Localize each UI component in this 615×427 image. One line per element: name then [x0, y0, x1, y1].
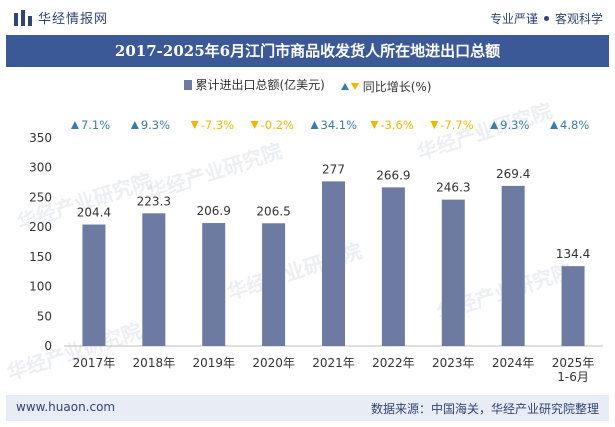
- growth-label: -0.2%: [261, 118, 294, 132]
- y-tick-label: 100: [29, 280, 52, 294]
- footer-website: www.huaon.com: [16, 400, 116, 414]
- bar-layer: [82, 181, 585, 346]
- y-tick-label: 0: [44, 339, 52, 353]
- y-tick-label: 200: [29, 220, 52, 234]
- brand-logo-icon: [14, 9, 32, 26]
- data-label: 206.5: [256, 204, 290, 218]
- legend-up-triangle-icon: [340, 82, 349, 90]
- x-tick-label: 2020年: [252, 356, 295, 370]
- separator-dot-icon: [543, 16, 549, 21]
- slogan-right: 客观科学: [554, 12, 603, 26]
- chart-legend: 累计进出口总额(亿美元) 同比增长(%): [0, 76, 615, 95]
- bar: [501, 185, 525, 346]
- slogan-left: 专业严谨: [489, 12, 538, 26]
- chart-title: 2017-2025年6月江门市商品收发货人所在地进出口总额: [114, 42, 501, 60]
- footer: www.huaon.com 数据来源：中国海关，华经产业研究院整理: [6, 395, 609, 421]
- data-label: 246.3: [436, 181, 470, 195]
- title-bar: 2017-2025年6月江门市商品收发货人所在地进出口总额: [6, 35, 609, 67]
- data-label: 204.4: [77, 206, 111, 220]
- data-label: 266.9: [376, 168, 410, 182]
- y-tick-label: 300: [29, 161, 52, 175]
- legend-label-total: 累计进出口总额(亿美元): [195, 78, 325, 92]
- bar: [322, 181, 345, 346]
- growth-label: 9.3%: [141, 118, 170, 132]
- bar: [381, 187, 405, 346]
- label-layer: 204.4 2017年 7.1% 223.3 2018年 9.3% 206.9 2019年 -7…: [70, 118, 595, 384]
- growth-up-icon: [550, 121, 559, 129]
- growth-down-icon: [430, 121, 439, 129]
- x-tick-label: 2025年 1-6月: [552, 356, 595, 384]
- legend-label-growth: 同比增长(%): [362, 79, 432, 94]
- x-tick-label: 2019年: [192, 356, 235, 370]
- growth-label: -7.7%: [440, 118, 473, 132]
- y-tick-label: 350: [29, 131, 52, 145]
- growth-down-icon: [250, 121, 259, 129]
- growth-down-icon: [370, 121, 379, 129]
- legend-down-triangle-icon: [350, 82, 359, 90]
- top-bar: 华经情报网 专业严谨 客观科学: [0, 0, 615, 34]
- legend-item-total: 累计进出口总额(亿美元): [183, 76, 325, 93]
- growth-label: 9.3%: [500, 118, 529, 132]
- bar: [142, 213, 166, 346]
- y-tick-label: 250: [29, 190, 52, 204]
- legend-bar-swatch-icon: [183, 79, 192, 90]
- x-tick-label: 2023年: [432, 356, 475, 370]
- brand: 华经情报网: [14, 8, 108, 27]
- x-tick-label: 2018年: [133, 356, 176, 370]
- growth-label: -7.3%: [201, 118, 234, 132]
- bar: [262, 223, 286, 346]
- y-tick-label: 150: [29, 250, 52, 264]
- data-label: 134.4: [556, 247, 590, 261]
- y-tick-label: 50: [37, 309, 52, 323]
- bar: [202, 223, 226, 346]
- bar-chart: 华经产业研究院华经产业研究院华经产业研究院华经产业研究院华经产业研究院华经产业研…: [4, 99, 603, 385]
- bar: [82, 224, 106, 346]
- x-tick-label: 2024年: [492, 356, 535, 370]
- data-label: 277: [322, 162, 345, 176]
- footer-source: 数据来源：中国海关，华经产业研究院整理: [370, 402, 599, 416]
- growth-up-icon: [490, 121, 499, 129]
- growth-label: -3.6%: [380, 118, 413, 132]
- watermark-text: 华经产业研究院: [4, 319, 145, 385]
- data-label: 206.9: [197, 204, 231, 218]
- growth-down-icon: [190, 121, 199, 129]
- growth-up-icon: [130, 121, 139, 129]
- growth-label: 34.1%: [321, 118, 358, 132]
- x-tick-label: 2022年: [372, 356, 415, 370]
- growth-label: 4.8%: [560, 118, 589, 132]
- watermark-text: 华经产业研究院: [414, 99, 555, 165]
- growth-up-icon: [310, 121, 319, 129]
- x-tick-label: 2021年: [312, 356, 355, 370]
- legend-item-growth: 同比增长(%): [340, 78, 432, 95]
- bar: [441, 199, 465, 346]
- brand-name: 华经情报网: [38, 12, 109, 27]
- growth-label: 7.1%: [81, 118, 110, 132]
- data-label: 223.3: [137, 194, 171, 208]
- data-label: 269.4: [496, 167, 530, 181]
- x-tick-label: 2017年: [73, 356, 116, 370]
- bar: [561, 266, 585, 346]
- slogan: 专业严谨 客观科学: [490, 10, 603, 27]
- growth-up-icon: [70, 121, 79, 129]
